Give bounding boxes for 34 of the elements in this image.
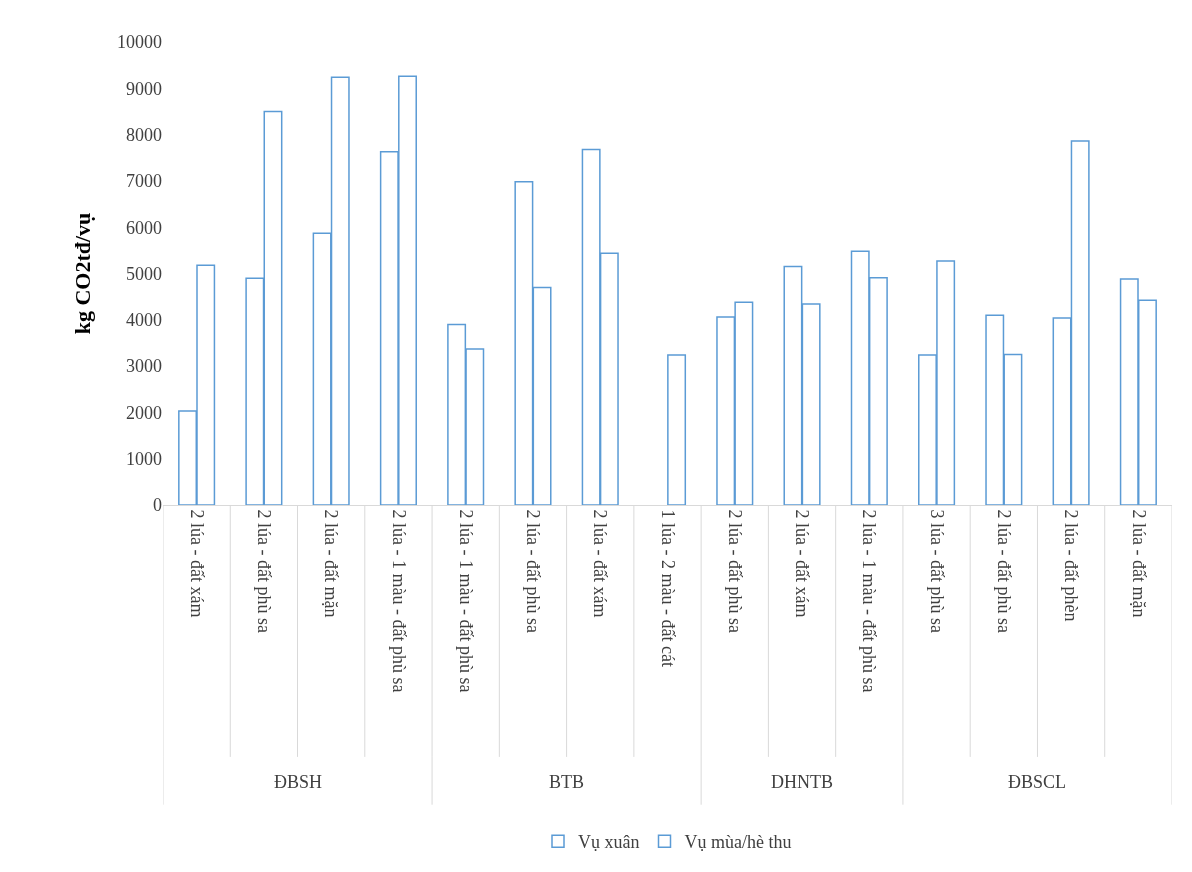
y-axis-title: kg CO2tđ/vụ (69, 212, 95, 335)
x-tick-label: 2 lúa - đất phèn (1061, 509, 1082, 622)
x-tick-label: 2 lúa - đất phù sa (254, 509, 275, 634)
bar (667, 354, 687, 505)
text: BTB (549, 772, 585, 792)
x-tick-label: 2 lúa - đất xám (792, 509, 813, 618)
text: ĐBSH (274, 772, 323, 792)
x-tick-label: 3 lúa - đất phù sa (926, 509, 947, 634)
x-tick-label: 2 lúa - đất xám (590, 509, 611, 618)
y-tick-label: 0 (153, 495, 162, 516)
x-tick-label: 2 lúa - 1 màu - đất phù sa (859, 509, 880, 693)
y-tick-label: 1000 (126, 449, 162, 469)
y-tick-label: 6000 (126, 217, 162, 238)
y-tick-label: 7000 (126, 171, 162, 192)
y-tick-label: 4000 (126, 310, 162, 331)
y-tick-label: 3000 (126, 356, 162, 377)
legend-label: Vụ mùa/hè thu (684, 832, 792, 853)
text: DHNTB (771, 772, 833, 792)
x-tick-label: 2 lúa - 1 màu - đất phù sa (455, 509, 476, 693)
x-tick-label: 2 lúa - đất phù sa (523, 509, 544, 634)
text: ĐBSCL (1008, 772, 1067, 792)
legend-label: Vụ xuân (578, 832, 640, 853)
y-tick-label: 9000 (126, 78, 162, 99)
x-tick-label: 2 lúa - đất xám (186, 509, 207, 618)
x-tick-label: 2 lúa - đất mặn (321, 509, 342, 618)
x-tick-label: 2 lúa - đất phù sa (993, 509, 1014, 634)
y-tick-label: 2000 (126, 402, 162, 423)
x-tick-label: 1 lúa - 2 màu - đất cát (657, 509, 678, 668)
y-tick-label: 5000 (126, 263, 162, 284)
x-tick-label: 2 lúa - 1 màu - đất phù sa (388, 509, 409, 693)
x-tick-label: 2 lúa - đất phù sa (724, 509, 745, 634)
x-tick-label: 2 lúa - đất mặn (1128, 509, 1149, 618)
y-tick-label: 8000 (126, 124, 162, 145)
y-tick-label: 10000 (117, 32, 162, 53)
